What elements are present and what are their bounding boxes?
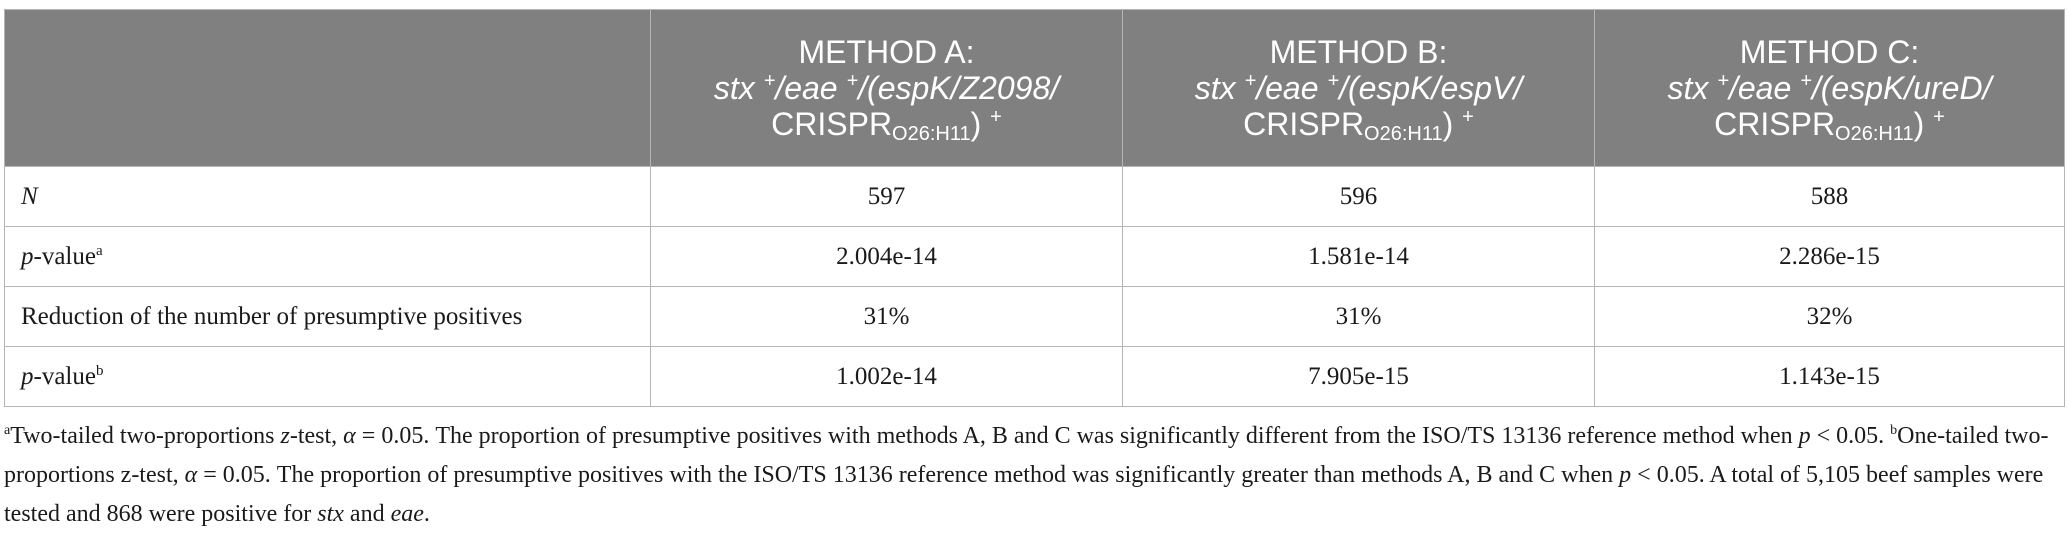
table-cell: 597 [650,166,1123,227]
method-c-close: ) + [1913,106,1945,142]
row-label: p-valueb [4,346,651,407]
table-cell: 31% [650,286,1123,347]
header-empty-cell [4,9,651,167]
method-b-serotype: O26:H11 [1364,123,1443,145]
table-row: p-valueb 1.002e-14 7.905e-15 1.143e-15 [4,346,2065,407]
table-cell: 2.004e-14 [650,226,1123,287]
table-row: N 597 596 588 [4,166,2065,227]
method-a-serotype: O26:H11 [892,123,971,145]
results-table-container: METHOD A: stx +/eae +/(espK/Z2098/ CRISP… [4,9,2065,407]
header-method-a: METHOD A: stx +/eae +/(espK/Z2098/ CRISP… [650,9,1123,167]
table-cell: 7.905e-15 [1122,346,1595,407]
method-c-crispr: CRISPR [1714,106,1836,142]
row-label: N [4,166,651,227]
table-cell: 1.581e-14 [1122,226,1595,287]
method-a-crispr: CRISPR [771,106,893,142]
method-a-title: METHOD A: [798,34,975,70]
footnote-marker-a: a [95,242,103,259]
table-cell: 596 [1122,166,1595,227]
table-cell: 588 [1594,166,2065,227]
header-method-b: METHOD B: stx +/eae +/(espK/espV/ CRISPR… [1122,9,1595,167]
method-b-genes: stx +/eae +/(espK/espV/ [1194,70,1523,106]
table-cell: 1.143e-15 [1594,346,2065,407]
method-b-close: ) + [1442,106,1474,142]
header-method-c: METHOD C: stx +/eae +/(espK/ureD/ CRISPR… [1594,9,2065,167]
method-c-genes: stx +/eae +/(espK/ureD/ [1667,70,1992,106]
results-table: METHOD A: stx +/eae +/(espK/Z2098/ CRISP… [4,9,2065,407]
footnote-marker-b: b [95,362,104,379]
method-c-serotype: O26:H11 [1835,123,1914,145]
table-row: Reduction of the number of presumptive p… [4,286,2065,347]
table-cell: 31% [1122,286,1595,347]
method-c-title: METHOD C: [1739,34,1920,70]
header-row: METHOD A: stx +/eae +/(espK/Z2098/ CRISP… [4,9,2065,167]
table-cell: 32% [1594,286,2065,347]
table-row: p-valuea 2.004e-14 1.581e-14 2.286e-15 [4,226,2065,287]
method-b-title: METHOD B: [1269,34,1448,70]
table-cell: 1.002e-14 [650,346,1123,407]
method-b-crispr: CRISPR [1243,106,1365,142]
method-a-genes: stx +/eae +/(espK/Z2098/ [713,70,1060,106]
table-cell: 2.286e-15 [1594,226,2065,287]
row-label: p-valuea [4,226,651,287]
table-footnote: aTwo-tailed two-proportions z-test, α = … [4,423,2049,527]
method-a-close: ) + [970,106,1002,142]
row-label: Reduction of the number of presumptive p… [4,286,651,347]
